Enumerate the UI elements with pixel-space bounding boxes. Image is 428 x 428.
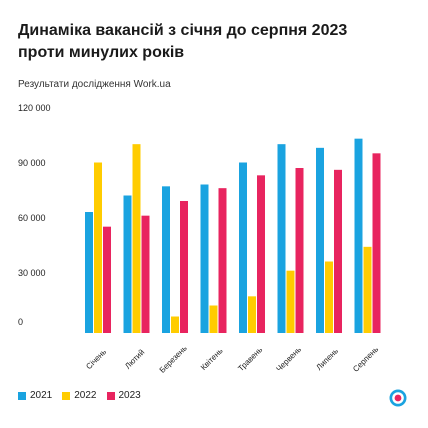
bar-2022-3 xyxy=(209,305,218,333)
bar-2022-5 xyxy=(286,270,295,333)
bar-2023-1 xyxy=(141,215,150,333)
y-tick-label: 0 xyxy=(18,317,23,327)
bar-2022-7 xyxy=(363,246,372,333)
x-tick-label: Травень xyxy=(236,345,264,373)
chart-title-line-2: проти минулих років xyxy=(18,44,185,61)
legend-label: 2021 xyxy=(30,390,53,401)
y-tick-label: 90 000 xyxy=(18,158,46,168)
bar-2021-3 xyxy=(200,184,209,333)
x-tick-label: Березень xyxy=(158,344,189,375)
bar-2021-2 xyxy=(162,186,170,333)
x-tick-label: Липень xyxy=(314,346,340,372)
bar-2021-6 xyxy=(316,147,324,333)
legend-item-2022: 2022 xyxy=(62,390,97,401)
y-tick-label: 30 000 xyxy=(18,268,46,278)
bar-2021-1 xyxy=(123,195,132,333)
y-tick-label: 60 000 xyxy=(18,213,46,223)
bar-2021-4 xyxy=(239,162,247,333)
chart-title: Динаміка вакансій з січня до серпня 2023… xyxy=(18,20,418,64)
x-tick-label: Лютий xyxy=(123,348,146,371)
legend-label: 2023 xyxy=(118,390,141,401)
bar-2023-6 xyxy=(334,169,342,333)
bar-2023-7 xyxy=(372,153,381,333)
x-tick-label: Квітень xyxy=(199,346,225,372)
work-ua-logo-icon[interactable] xyxy=(389,389,407,407)
bar-2023-5 xyxy=(295,168,304,333)
bar-2022-1 xyxy=(132,144,141,333)
legend-swatch xyxy=(62,391,71,400)
bar-2022-4 xyxy=(248,296,256,333)
legend-swatch xyxy=(18,391,26,400)
x-tick-label: Січень xyxy=(84,347,108,371)
bar-2021-0 xyxy=(85,212,93,333)
x-tick-label: Червень xyxy=(274,345,303,374)
bar-2023-0 xyxy=(103,226,111,333)
legend-swatch xyxy=(106,391,115,400)
y-tick-label: 120 000 xyxy=(18,103,51,113)
chart-title-line-1: Динаміка вакансій з січня до серпня 2023 xyxy=(18,22,348,39)
legend-item-2021: 2021 xyxy=(18,390,52,401)
legend: 2021 2022 2023 xyxy=(18,390,141,401)
bar-2023-4 xyxy=(257,175,265,333)
bar-2023-2 xyxy=(180,201,188,333)
bar-2021-7 xyxy=(354,138,363,333)
x-tick-label: Серпень xyxy=(351,345,380,374)
bar-2022-6 xyxy=(325,261,333,333)
bar-2022-2 xyxy=(171,316,179,333)
legend-item-2023: 2023 xyxy=(106,390,141,401)
bar-2023-3 xyxy=(218,188,227,333)
bar-2021-5 xyxy=(277,144,286,333)
legend-label: 2022 xyxy=(74,390,97,401)
chart-subtitle: Результати дослідження Work.ua xyxy=(18,79,171,90)
bar-2022-0 xyxy=(94,162,102,333)
